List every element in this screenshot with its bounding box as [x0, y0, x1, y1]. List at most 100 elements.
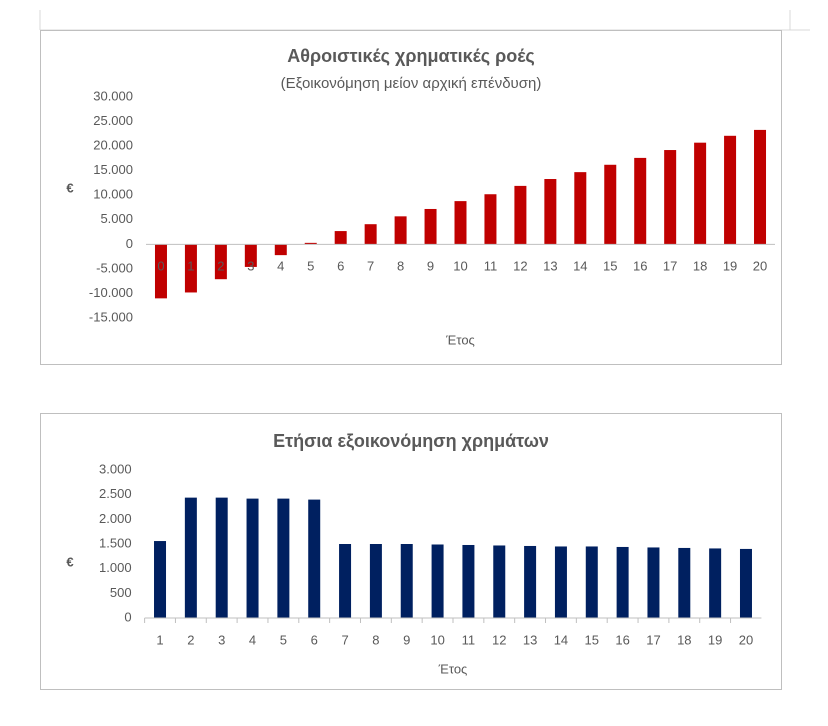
x-tick-label: 5: [280, 632, 287, 647]
bar: [334, 231, 347, 245]
y-tick-label: 1.500: [99, 535, 132, 550]
bar: [724, 135, 737, 245]
x-tick-label: 9: [403, 632, 410, 647]
bar: [514, 185, 527, 245]
y-tick-label: 25.000: [93, 113, 133, 128]
bar: [493, 545, 506, 618]
x-tick-label: 2: [217, 258, 224, 273]
x-tick-label: 19: [708, 632, 722, 647]
x-tick-label: 12: [492, 632, 506, 647]
bar: [277, 498, 290, 618]
x-tick-label: 11: [462, 632, 476, 647]
x-tick-label: 4: [277, 258, 284, 273]
y-tick-label: 15.000: [93, 162, 133, 177]
bar: [431, 544, 444, 618]
y-tick-label: 0: [126, 236, 133, 251]
bar: [554, 546, 567, 618]
bar: [369, 544, 382, 618]
y-tick-label: -10.000: [89, 285, 133, 300]
bar: [184, 244, 197, 293]
chart-title: Ετήσια εξοικονόμηση χρημάτων: [273, 431, 549, 452]
x-tick-label: 8: [397, 258, 404, 273]
y-tick-label: -5.000: [96, 260, 133, 275]
bar: [154, 244, 167, 299]
bar: [524, 545, 537, 618]
x-tick-label: 6: [337, 258, 344, 273]
x-tick-label: 17: [646, 632, 660, 647]
bar: [664, 150, 677, 245]
x-tick-label: 10: [430, 632, 444, 647]
x-tick-label: 16: [615, 632, 629, 647]
y-tick-label: 500: [110, 585, 132, 600]
bar: [339, 544, 352, 618]
bar: [616, 546, 629, 618]
x-tick-label: 9: [427, 258, 434, 273]
bar: [678, 547, 691, 618]
bar: [694, 142, 707, 245]
bar: [634, 157, 647, 245]
bar: [739, 548, 752, 618]
chart-subtitle: (Εξοικονόμηση μείον αρχική επένδυση): [281, 75, 542, 92]
bar: [424, 208, 437, 245]
y-tick-label: 0: [124, 609, 131, 624]
chart-frame: [40, 30, 782, 365]
x-tick-label: 5: [307, 258, 314, 273]
x-tick-label: 10: [453, 258, 467, 273]
bar: [215, 497, 228, 618]
bar: [484, 194, 497, 245]
bar: [647, 547, 660, 618]
y-tick-label: 2.500: [99, 486, 132, 501]
chart-frame: [40, 413, 782, 690]
x-tick-label: 11: [484, 258, 498, 273]
y-tick-label: 2.000: [99, 511, 132, 526]
x-axis-label: Έτος: [445, 332, 475, 347]
bar: [154, 541, 167, 618]
y-axis-label: €: [66, 554, 73, 569]
y-tick-label: -15.000: [89, 309, 133, 324]
x-tick-label: 8: [372, 632, 379, 647]
x-tick-label: 14: [554, 632, 568, 647]
y-tick-label: 20.000: [93, 138, 133, 153]
x-tick-label: 3: [247, 258, 254, 273]
bar: [394, 216, 407, 245]
bar: [244, 244, 257, 267]
x-tick-label: 13: [543, 258, 557, 273]
y-tick-label: 30.000: [93, 88, 133, 103]
bar: [246, 498, 259, 618]
x-tick-label: 1: [187, 258, 194, 273]
x-tick-label: 15: [585, 632, 599, 647]
x-tick-label: 19: [723, 258, 737, 273]
x-tick-label: 0: [157, 258, 164, 273]
x-tick-label: 7: [367, 258, 374, 273]
bar: [308, 499, 321, 618]
chart-title: Αθροιστικές χρηματικές ροές: [287, 46, 534, 66]
bar: [544, 179, 557, 245]
x-axis-label: Έτος: [438, 661, 468, 676]
x-tick-label: 6: [311, 632, 318, 647]
x-tick-label: 16: [633, 258, 647, 273]
y-tick-label: 1.000: [99, 560, 132, 575]
x-tick-label: 12: [513, 258, 527, 273]
y-tick-label: 10.000: [93, 187, 133, 202]
bar: [304, 242, 317, 245]
bar: [585, 546, 598, 618]
bar: [364, 224, 377, 245]
bar: [604, 164, 617, 245]
bar: [709, 548, 722, 618]
bar: [274, 244, 287, 256]
bar: [574, 172, 587, 245]
bar: [462, 544, 475, 618]
bar: [754, 129, 767, 245]
x-tick-label: 7: [341, 632, 348, 647]
x-tick-label: 2: [187, 632, 194, 647]
x-tick-label: 18: [693, 258, 707, 273]
x-tick-label: 1: [156, 632, 163, 647]
bar: [184, 497, 197, 618]
bar: [214, 244, 227, 280]
x-tick-label: 4: [249, 632, 256, 647]
x-tick-label: 17: [663, 258, 677, 273]
x-tick-label: 15: [603, 258, 617, 273]
bar: [454, 201, 467, 245]
